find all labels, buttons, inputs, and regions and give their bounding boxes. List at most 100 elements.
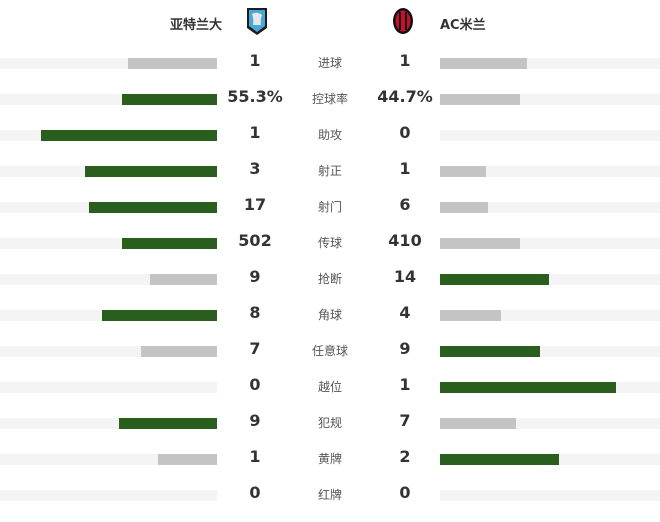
away-bar-track	[440, 346, 660, 357]
home-bar-track	[0, 238, 217, 249]
home-bar-track	[0, 382, 217, 393]
away-value: 1	[399, 51, 411, 70]
home-value: 7	[249, 339, 261, 358]
home-bar	[119, 418, 217, 429]
home-bar	[149, 274, 217, 285]
stat-label: 黄牌	[317, 452, 342, 466]
ac-milan-crest-icon	[393, 8, 413, 34]
away-value: 2	[399, 447, 411, 466]
away-bar-track	[440, 238, 660, 249]
atalanta-crest-icon	[247, 8, 267, 35]
stat-label: 射正	[317, 164, 342, 178]
home-bar	[128, 58, 217, 69]
home-bar	[121, 238, 217, 249]
away-value: 0	[399, 123, 411, 142]
away-bar	[440, 58, 527, 69]
home-value: 17	[243, 195, 267, 214]
away-value: 4	[399, 303, 411, 322]
stat-row: 1 助攻 0	[0, 117, 660, 153]
home-bar	[102, 310, 217, 321]
away-value: 410	[388, 231, 422, 250]
home-bar	[158, 454, 217, 465]
home-bar-track	[0, 130, 217, 141]
home-bar	[141, 346, 217, 357]
stat-row: 9 抢断 14	[0, 261, 660, 297]
home-bar-track	[0, 94, 217, 105]
away-bar-track	[440, 202, 660, 213]
stat-row: 7 任意球 9	[0, 333, 660, 369]
home-value: 1	[249, 123, 261, 142]
home-value: 3	[249, 159, 261, 178]
away-bar	[440, 166, 486, 177]
stat-label: 红牌	[317, 488, 342, 502]
home-bar-track	[0, 202, 217, 213]
stat-label: 控球率	[311, 92, 348, 106]
away-bar-track	[440, 58, 660, 69]
away-bar-track	[440, 310, 660, 321]
home-value: 9	[249, 267, 261, 286]
away-value: 0	[399, 483, 411, 502]
stat-label: 任意球	[311, 344, 348, 358]
home-bar	[88, 202, 217, 213]
stat-label: 越位	[317, 380, 342, 394]
stat-label: 射门	[317, 200, 342, 214]
home-bar	[84, 166, 217, 177]
home-value: 502	[238, 231, 272, 250]
away-bar-track	[440, 166, 660, 177]
stat-row: 1 黄牌 2	[0, 441, 660, 477]
away-bar-track	[440, 490, 660, 501]
home-bar-track	[0, 310, 217, 321]
home-value: 9	[249, 411, 261, 430]
home-value: 1	[249, 51, 261, 70]
away-bar-track	[440, 418, 660, 429]
home-bar-track	[0, 58, 217, 69]
away-bar-track	[440, 274, 660, 285]
stat-label: 助攻	[317, 128, 342, 142]
away-value: 14	[393, 267, 417, 286]
stat-label: 抢断	[317, 272, 342, 286]
stat-label: 犯规	[317, 416, 342, 430]
home-value: 8	[249, 303, 261, 322]
away-bar	[440, 346, 540, 357]
stat-row: 17 射门 6	[0, 189, 660, 225]
away-bar	[440, 454, 560, 465]
stat-row: 8 角球 4	[0, 297, 660, 333]
away-value: 7	[399, 411, 411, 430]
stat-label: 传球	[317, 236, 342, 250]
home-bar	[41, 130, 217, 141]
away-bar	[440, 274, 549, 285]
away-value: 9	[399, 339, 411, 358]
away-bar-track	[440, 382, 660, 393]
home-bar-track	[0, 418, 217, 429]
stat-row: 9 犯规 7	[0, 405, 660, 441]
away-value: 44.7%	[377, 87, 433, 106]
away-bar	[440, 418, 516, 429]
stat-row: 502 传球 410	[0, 225, 660, 261]
home-bar-track	[0, 346, 217, 357]
home-bar-track	[0, 166, 217, 177]
home-value: 0	[249, 375, 261, 394]
away-bar	[440, 238, 521, 249]
away-bar	[440, 382, 616, 393]
away-bar-track	[440, 94, 660, 105]
away-bar	[440, 94, 521, 105]
away-value: 6	[399, 195, 411, 214]
away-bar	[440, 310, 501, 321]
home-bar-track	[0, 454, 217, 465]
home-bar-track	[0, 274, 217, 285]
away-value: 1	[399, 375, 411, 394]
stat-label: 角球	[317, 308, 342, 322]
stat-row: 3 射正 1	[0, 153, 660, 189]
away-bar	[440, 202, 488, 213]
away-value: 1	[399, 159, 411, 178]
away-bar-track	[440, 454, 660, 465]
away-bar-track	[440, 130, 660, 141]
home-bar	[121, 94, 217, 105]
stat-row: 0 越位 1	[0, 369, 660, 405]
home-bar-track	[0, 490, 217, 501]
home-value: 0	[249, 483, 261, 502]
stat-label: 进球	[317, 56, 342, 70]
home-value: 1	[249, 447, 261, 466]
stat-row: 1 进球 1	[0, 45, 660, 81]
